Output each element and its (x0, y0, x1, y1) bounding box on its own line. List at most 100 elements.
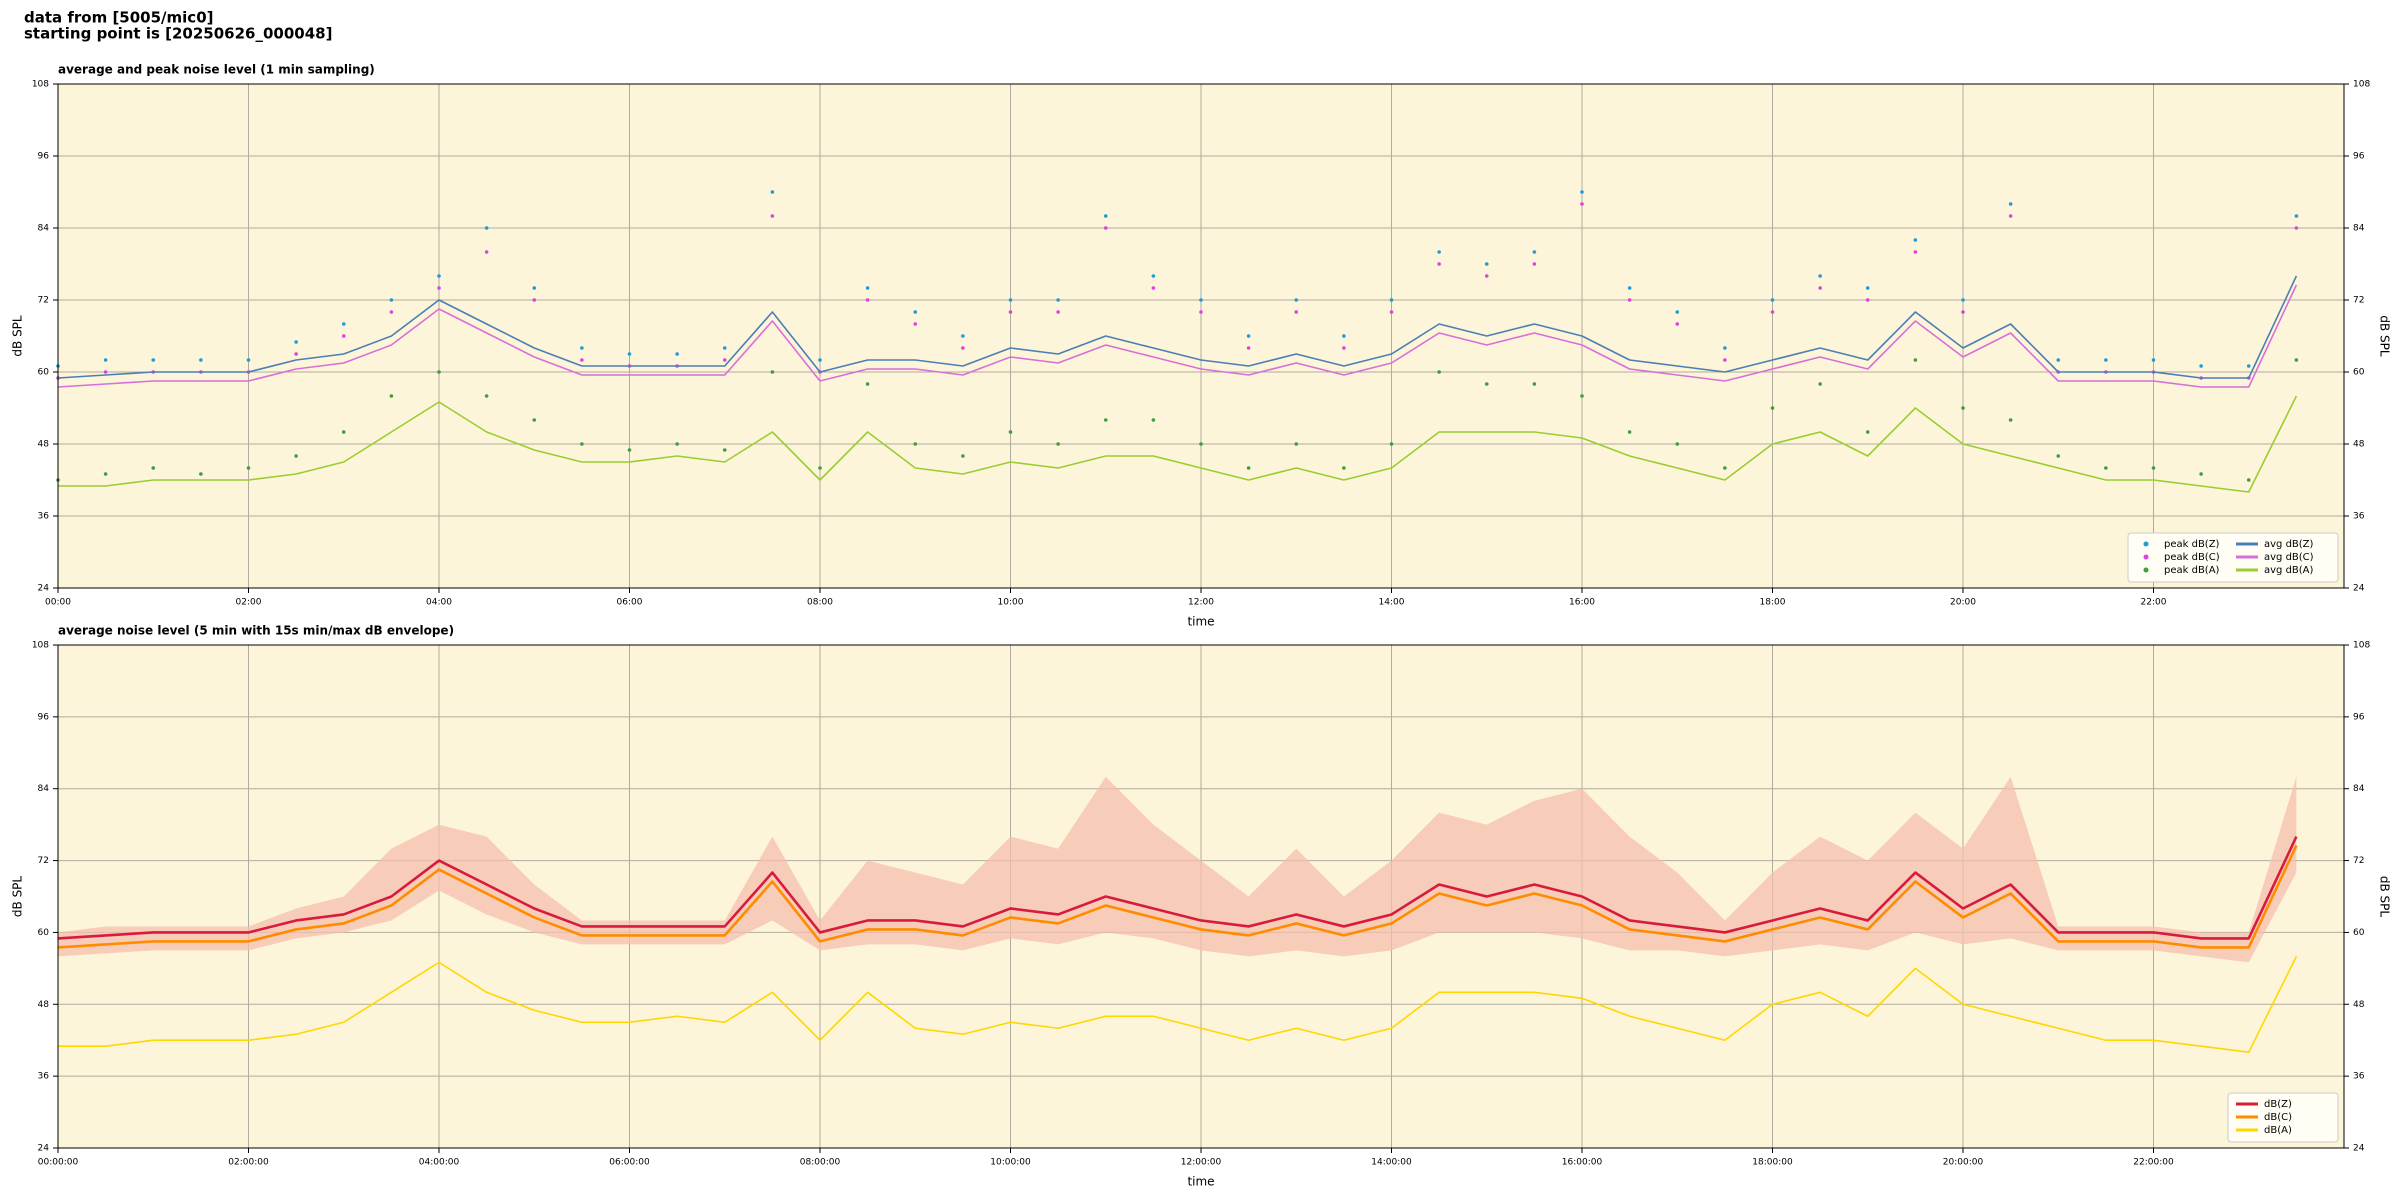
legend-label: dB(C) (2264, 1112, 2292, 1123)
x-tick-label: 00:00:00 (38, 1158, 79, 1168)
peak-point (1913, 250, 1918, 254)
x-tick-label: 20:00:00 (1943, 1158, 1984, 1168)
peak-point (1342, 334, 1346, 338)
y-tick-label: 96 (38, 712, 50, 722)
peak-point (1818, 286, 1822, 290)
peak-point (294, 340, 298, 344)
x-tick-label: 06:00 (617, 598, 643, 608)
peak-point (1961, 406, 1965, 410)
legend-label: peak dB(Z) (2164, 539, 2220, 550)
y-tick-label: 48 (2353, 440, 2365, 450)
peak-point (1484, 274, 1489, 278)
peak-point (722, 448, 727, 452)
y-tick-label: 96 (2353, 712, 2365, 722)
peak-point (151, 466, 156, 470)
peak-point (961, 346, 965, 350)
peak-point (2294, 214, 2299, 218)
peak-point (580, 358, 584, 362)
peak-point (484, 250, 489, 254)
legend-label: peak dB(A) (2164, 565, 2220, 576)
peak-point (532, 286, 537, 290)
peak-point (199, 472, 203, 476)
peak-point (341, 334, 346, 338)
peak-point (1199, 442, 1203, 446)
peak-point (1103, 214, 1108, 218)
peak-point (2008, 214, 2013, 218)
y-tick-label: 60 (2353, 368, 2365, 378)
y-tick-label: 24 (38, 584, 50, 594)
peak-point (1437, 250, 1441, 254)
peak-point (246, 358, 251, 362)
peak-point (1246, 466, 1251, 470)
x-tick-label: 06:00:00 (609, 1158, 650, 1168)
peak-point (722, 358, 727, 362)
peak-point (1151, 418, 1156, 422)
y-tick-label: 36 (2353, 512, 2365, 522)
peak-point (1913, 238, 1918, 242)
envelope-band (58, 776, 2297, 963)
peak-point (199, 358, 203, 362)
header-line: data from [5005/mic0] (24, 9, 214, 27)
subplot-title: average and peak noise level (1 min samp… (58, 63, 375, 77)
legend-marker (2143, 541, 2149, 547)
y-tick-label: 24 (38, 1144, 50, 1154)
x-tick-label: 16:00:00 (1562, 1158, 1603, 1168)
legend-label: peak dB(C) (2164, 552, 2220, 563)
x-axis-label: time (1187, 1175, 1214, 1189)
y-axis-label: dB SPL (11, 315, 25, 357)
peak-point (865, 382, 870, 386)
y-tick-label: 72 (38, 296, 49, 306)
peak-point (2151, 358, 2156, 362)
peak-point (294, 352, 298, 356)
legend-marker (2143, 554, 2149, 560)
y-tick-label: 84 (2353, 224, 2365, 234)
peak-point (1961, 310, 1965, 314)
peak-point (1865, 298, 1870, 302)
peak-point (1675, 442, 1680, 446)
x-tick-label: 04:00 (426, 598, 452, 608)
x-tick-label: 10:00:00 (990, 1158, 1031, 1168)
peak-point (484, 226, 489, 230)
peak-point (1342, 346, 1346, 350)
peak-point (389, 310, 394, 314)
peak-point (341, 322, 346, 326)
y-tick-label: 108 (2353, 80, 2370, 90)
y-tick-label: 84 (38, 224, 50, 234)
x-tick-label: 22:00 (2141, 598, 2167, 608)
peak-point (1865, 430, 1870, 434)
y-tick-label: 60 (38, 368, 50, 378)
peak-point (484, 394, 489, 398)
y-tick-label: 72 (38, 856, 49, 866)
series-line (57, 845, 2298, 949)
y-tick-label: 36 (38, 1072, 50, 1082)
legend-label: dB(A) (2264, 1125, 2292, 1136)
peak-point (1056, 310, 1060, 314)
peak-point (1437, 370, 1441, 374)
series-line (58, 395, 2298, 493)
y-tick-label: 24 (2353, 1144, 2365, 1154)
x-axis-label: time (1187, 615, 1214, 629)
peak-point (1103, 418, 1108, 422)
peak-point (437, 370, 441, 374)
peak-point (675, 442, 679, 446)
peak-point (1580, 202, 1584, 206)
peak-point (1294, 298, 1299, 302)
y-tick-label: 84 (38, 784, 50, 794)
peak-point (2056, 358, 2061, 362)
x-tick-label: 08:00 (807, 598, 833, 608)
peak-point (580, 442, 584, 446)
peak-point (1246, 346, 1251, 350)
peak-point (437, 286, 441, 290)
x-tick-label: 02:00 (236, 598, 262, 608)
peak-point (1723, 466, 1727, 470)
peak-point (151, 358, 156, 362)
y-tick-label: 96 (2353, 152, 2365, 162)
peak-point (2199, 472, 2203, 476)
y-tick-label: 108 (32, 641, 49, 651)
x-tick-label: 22:00:00 (2133, 1158, 2174, 1168)
y-axis-label: dB SPL (11, 876, 25, 918)
header-line: starting point is [20250626_000048] (24, 25, 332, 43)
peak-point (1151, 286, 1156, 290)
peak-point (1675, 322, 1680, 326)
peak-point (1865, 286, 1870, 290)
